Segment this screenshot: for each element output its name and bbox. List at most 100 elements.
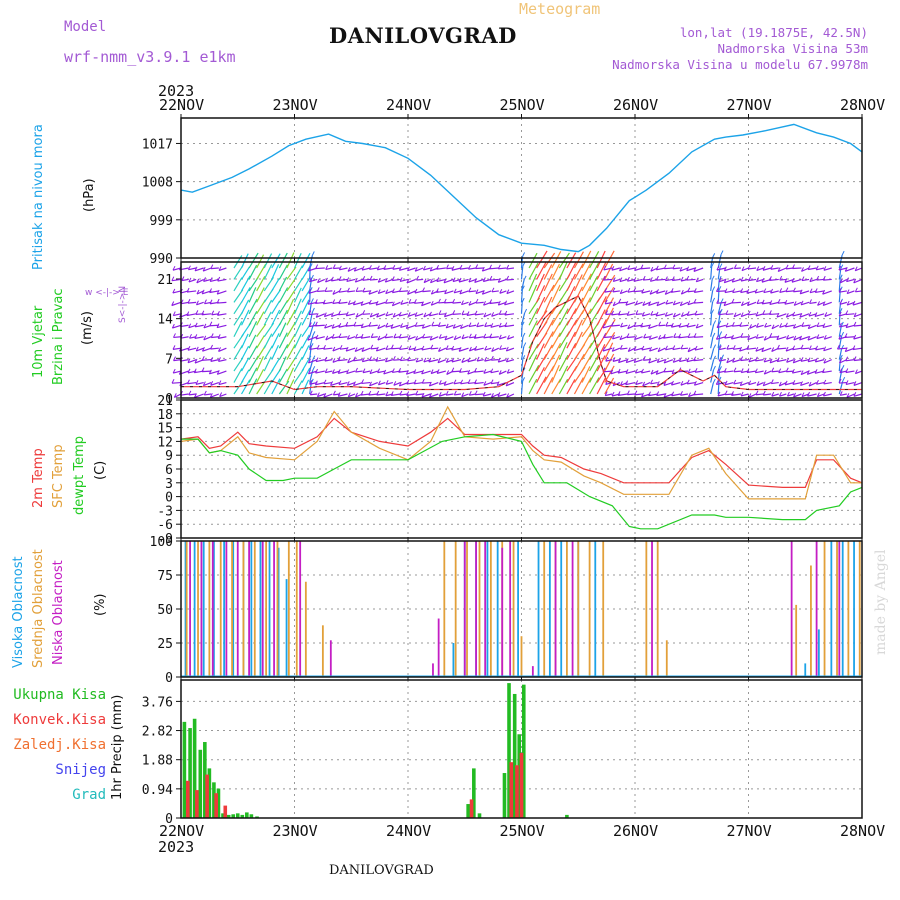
wind-barb: [852, 301, 863, 306]
wind-barb: [438, 313, 446, 316]
wind-barb: [855, 370, 863, 375]
conv-precip-bar: [186, 780, 190, 818]
wind-barb-flag: [474, 278, 478, 283]
wind-barb: [204, 393, 212, 396]
wind-barb: [791, 278, 802, 283]
wind-barb-flag: [841, 250, 845, 256]
wind-barb-flag: [663, 392, 667, 398]
wind-barb: [581, 308, 592, 326]
total-precip-bar: [512, 693, 517, 818]
wind-barb: [845, 324, 855, 329]
wind-barb: [853, 359, 863, 362]
wind-barb: [799, 336, 810, 341]
wind-barb-flag: [655, 265, 659, 271]
wind-barb-flag: [218, 347, 221, 352]
wind-barb: [353, 359, 363, 362]
wind-barb-flag: [475, 298, 479, 304]
wind-barb: [558, 342, 568, 360]
wind-barb-flag: [792, 287, 796, 292]
wind-barb-flag: [346, 287, 350, 293]
wind-barb-flag: [846, 300, 850, 306]
wind-barb: [196, 347, 204, 352]
wind-barb-flag: [748, 357, 752, 362]
wind-barb-flag: [353, 381, 356, 386]
wind-barb: [233, 289, 244, 303]
wind-barb-flag: [337, 356, 341, 361]
wind-barb: [558, 365, 569, 383]
wind-barb: [301, 289, 311, 303]
wind-barb-flag: [316, 287, 320, 292]
wind-barb-flag: [506, 275, 510, 281]
wind-barb-flag: [384, 333, 388, 339]
wind-barb: [416, 278, 424, 281]
wind-barb: [778, 370, 787, 374]
wind-barb: [814, 313, 825, 318]
wind-barb: [800, 381, 810, 386]
wind-barb-flag: [218, 266, 222, 271]
wind-barb-flag: [338, 287, 342, 293]
wind-barb-flag: [377, 278, 381, 283]
wind-barb-flag: [663, 264, 667, 269]
wind-barb-flag: [612, 277, 616, 282]
wind-barb-flag: [604, 299, 608, 305]
wind-barb-flag: [687, 333, 691, 338]
wind-barb-flag: [385, 311, 389, 317]
wind-barb: [663, 359, 674, 364]
wind-barb-flag: [309, 380, 313, 385]
wind-barb: [520, 325, 523, 337]
wind-barb-flag: [504, 300, 507, 306]
wind-barb: [776, 313, 787, 318]
wind-barb-flag: [807, 265, 811, 270]
wind-barb-flag: [415, 357, 419, 363]
wind-barb: [414, 313, 424, 317]
wind-barb-flag: [171, 301, 175, 306]
wind-barb: [219, 393, 227, 398]
wind-barb: [528, 308, 539, 326]
wind-barb: [406, 324, 416, 329]
wind-barb-flag: [672, 300, 676, 305]
wind-barb: [459, 267, 469, 270]
wind-barb: [543, 296, 553, 315]
wind-barb: [855, 290, 863, 293]
wind-barb: [444, 301, 454, 304]
wind-barb: [233, 321, 243, 338]
wind-barb: [309, 278, 318, 283]
wind-barb-flag: [436, 369, 440, 374]
wind-barb: [755, 370, 764, 374]
wind-barb-flag: [839, 300, 843, 305]
wind-barb: [278, 299, 289, 315]
wind-barb: [710, 359, 715, 372]
total-precip-bar: [212, 782, 216, 818]
wind-barb-flag: [604, 287, 608, 293]
wind-barb: [573, 331, 583, 349]
wind-barb: [693, 301, 704, 304]
wind-barb-flag: [801, 322, 805, 327]
wind-barb: [764, 324, 772, 328]
wind-barb-flag: [679, 266, 683, 272]
wind-barb-flag: [823, 358, 827, 364]
wind-barb: [188, 278, 197, 283]
wind-barb-flag: [853, 321, 857, 327]
wind-barb-flag: [368, 299, 372, 305]
wind-barb-flag: [218, 380, 222, 385]
wind-barb-flag: [680, 289, 684, 295]
wind-barb-flag: [619, 344, 623, 350]
wind-barb: [665, 313, 674, 317]
wind-barb: [633, 347, 643, 352]
wind-barb-flag: [383, 265, 387, 270]
time-tick-label: 23NOV: [272, 96, 318, 114]
wind-barb-flag: [421, 323, 425, 329]
wind-barb-flag: [481, 266, 485, 272]
wind-barb: [589, 365, 600, 383]
wind-barb: [589, 286, 598, 303]
wind-barb-flag: [852, 300, 856, 306]
wind-barb: [241, 275, 251, 292]
wind-barb-flag: [398, 368, 402, 373]
wind-barb-flag: [422, 265, 426, 271]
wind-barb: [741, 267, 749, 272]
wind-barb-flag: [195, 310, 199, 315]
wind-barb: [307, 336, 318, 341]
wind-barb: [650, 381, 658, 385]
conv-precip-bar: [205, 774, 209, 818]
wind-barb-flag: [655, 370, 659, 375]
